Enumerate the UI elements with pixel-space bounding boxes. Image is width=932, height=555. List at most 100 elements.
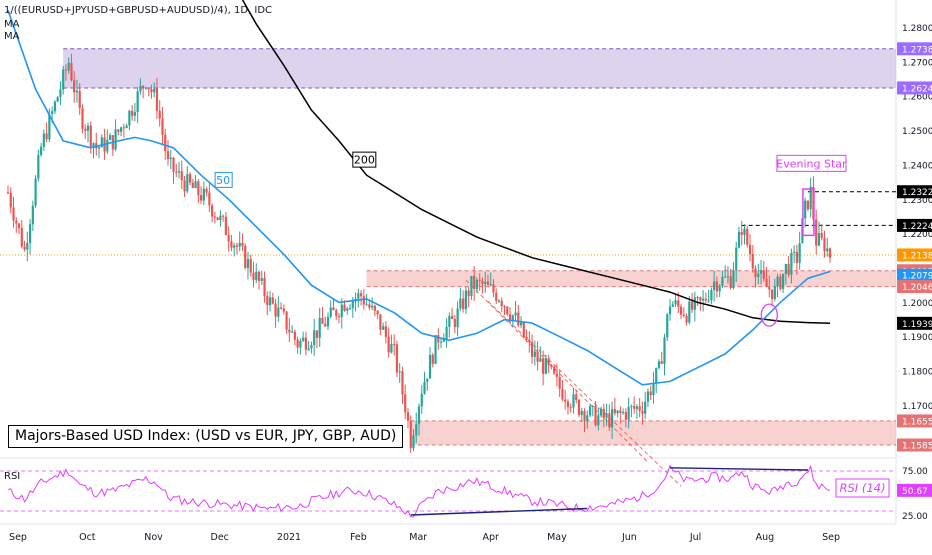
candle-body bbox=[183, 180, 186, 192]
x-tick-label-Nov: Nov bbox=[144, 532, 163, 543]
ma-cross-ellipse bbox=[760, 303, 778, 327]
candle-body bbox=[522, 322, 525, 338]
rsi-legend: RSI bbox=[4, 471, 21, 482]
candle-body bbox=[657, 361, 661, 368]
candle-body bbox=[715, 281, 719, 292]
candle-body bbox=[246, 259, 250, 268]
candle-body bbox=[329, 307, 332, 317]
candle-body bbox=[75, 90, 79, 93]
candle-body bbox=[299, 340, 302, 348]
candle-body bbox=[172, 157, 175, 172]
candle-body bbox=[489, 284, 492, 286]
candle-body bbox=[815, 219, 818, 246]
x-tick-label-Oct: Oct bbox=[79, 532, 96, 543]
candle-body bbox=[555, 373, 559, 377]
candle-body bbox=[401, 371, 404, 395]
candle-body bbox=[64, 69, 68, 71]
x-tick-label-Apr: Apr bbox=[483, 532, 500, 543]
price-tag-bg bbox=[897, 248, 932, 262]
candle-body bbox=[73, 80, 76, 93]
price-tag-1.1655: 1.1655 bbox=[897, 414, 932, 428]
candle-body bbox=[462, 298, 465, 310]
candle-body bbox=[773, 286, 776, 300]
candle-body bbox=[748, 244, 752, 255]
price-tag-1.2738: 1.2738 bbox=[897, 42, 932, 56]
ma-50-line bbox=[7, 10, 831, 386]
candle-body bbox=[613, 409, 616, 414]
price-tag-1.1939: 1.1939 bbox=[897, 316, 932, 330]
candle-body bbox=[384, 326, 387, 337]
candle-body bbox=[442, 339, 445, 342]
candle-body bbox=[547, 358, 550, 366]
candle-body bbox=[762, 270, 765, 279]
candle-body bbox=[219, 215, 222, 220]
candle-body bbox=[9, 192, 12, 208]
candle-body bbox=[222, 215, 225, 217]
candle-body bbox=[169, 157, 172, 160]
candle-body bbox=[97, 147, 101, 149]
candle-body bbox=[48, 114, 51, 140]
candle-body bbox=[630, 406, 633, 408]
candle-body bbox=[199, 195, 203, 201]
candle-body bbox=[227, 235, 230, 242]
candle-body bbox=[693, 297, 696, 310]
evening-star-box bbox=[802, 188, 815, 237]
channel-line-1 bbox=[487, 300, 682, 487]
candle-body bbox=[313, 330, 316, 346]
candle-body bbox=[663, 337, 666, 364]
candle-body bbox=[451, 316, 454, 320]
candle-body bbox=[464, 290, 467, 310]
ma-200-label-box bbox=[352, 151, 377, 168]
y-tick-label: 1.2700 bbox=[902, 58, 932, 68]
candle-body bbox=[67, 62, 70, 71]
candle-body bbox=[497, 300, 501, 302]
candle-body bbox=[622, 412, 625, 414]
candle-body bbox=[100, 137, 103, 148]
candle-body bbox=[448, 316, 451, 327]
candle-body bbox=[197, 181, 200, 196]
candle-body bbox=[166, 151, 170, 160]
x-tick-label-Dec: Dec bbox=[211, 532, 229, 543]
candle-body bbox=[224, 216, 228, 236]
ma-50-label: 50 bbox=[214, 171, 233, 188]
candle-body bbox=[484, 281, 487, 284]
candle-body bbox=[539, 358, 542, 362]
candle-body bbox=[139, 86, 142, 92]
candle-body bbox=[277, 307, 280, 317]
candle-body bbox=[376, 310, 379, 315]
candle-body bbox=[754, 268, 757, 278]
y-tick-label: 1.2200 bbox=[902, 230, 932, 240]
candle-body bbox=[346, 308, 349, 311]
price-tag-bg bbox=[897, 316, 932, 330]
candle-body bbox=[125, 125, 128, 129]
candle-body bbox=[28, 224, 32, 243]
candle-body bbox=[530, 342, 534, 357]
candle-body bbox=[216, 217, 219, 220]
candle-body bbox=[348, 308, 352, 310]
rsi-tick-75: 75.00 bbox=[902, 467, 928, 477]
candle-body bbox=[605, 413, 608, 418]
evening-star-label-text: Evening Star bbox=[776, 157, 847, 170]
candle-body bbox=[492, 284, 495, 293]
candle-body bbox=[677, 300, 680, 307]
symbol-header: 1/((EURUSD+JPYUSD+GBPUSD+AUDUSD)/4), 1D,… bbox=[4, 5, 273, 16]
y-tick-label: 1.2400 bbox=[902, 161, 932, 171]
candle-body bbox=[387, 336, 390, 353]
candle-body bbox=[533, 351, 536, 357]
candle-body bbox=[415, 424, 418, 436]
candle-body bbox=[575, 394, 578, 401]
candle-body bbox=[365, 304, 368, 306]
sr-zone-purple-0 bbox=[63, 48, 896, 88]
x-tick-label-Sep: Sep bbox=[9, 532, 27, 543]
candle-body bbox=[398, 371, 401, 373]
candle-body bbox=[45, 133, 48, 140]
candle-body bbox=[404, 394, 407, 413]
candle-body bbox=[558, 376, 561, 389]
rsi-divergence-line-0 bbox=[410, 507, 588, 516]
candle-body bbox=[735, 247, 738, 271]
candle-body bbox=[340, 304, 343, 318]
price-tag-text: 1.2079 bbox=[902, 272, 932, 282]
candle-body bbox=[566, 401, 570, 408]
